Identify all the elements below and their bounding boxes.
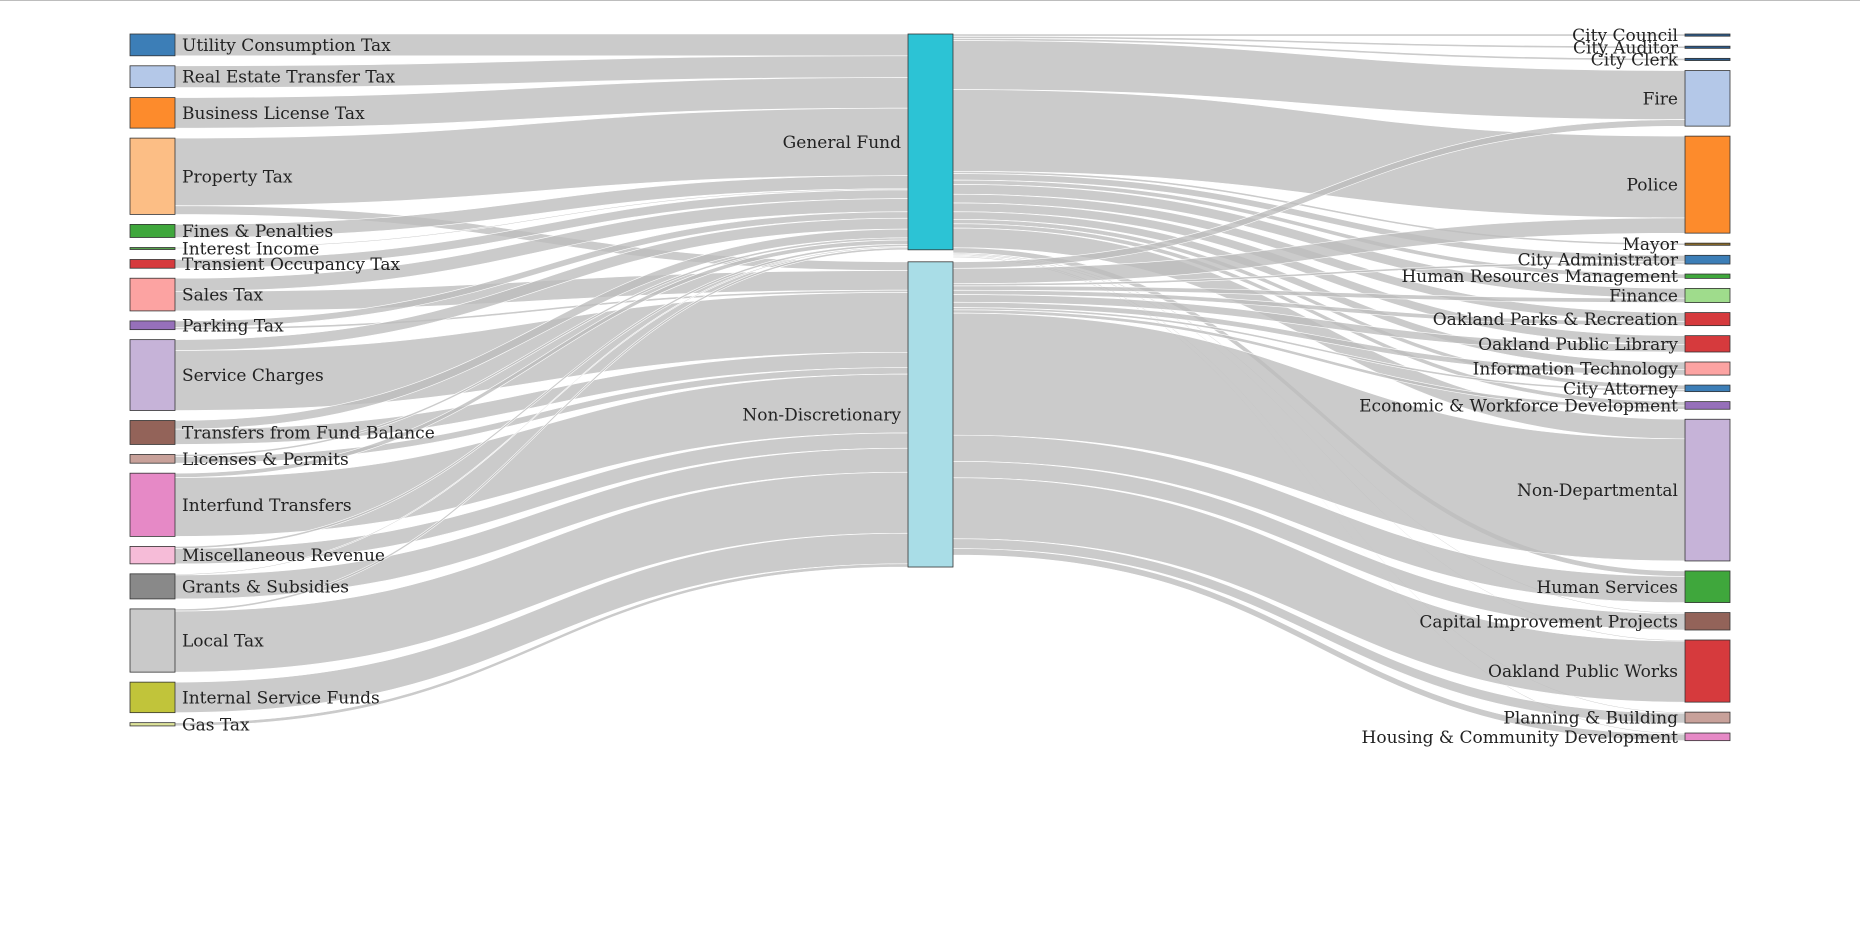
fund-general-fund-label: General Fund xyxy=(783,133,901,153)
source-local-tax-label: Local Tax xyxy=(182,632,264,652)
source-service-charges-label: Service Charges xyxy=(182,366,324,386)
target-planning-and-building-label: Planning & Building xyxy=(1503,709,1678,729)
target-police-label: Police xyxy=(1627,176,1678,196)
source-miscellaneous-revenue-node[interactable] xyxy=(129,546,176,565)
sankey-nodes: Utility Consumption Tax Real Estate Trans… xyxy=(129,26,1731,748)
target-finance-label: Finance xyxy=(1609,286,1678,306)
target-oakland-parks-and-recreation-label: Oakland Parks & Recreation xyxy=(1433,310,1678,330)
source-parking-tax-label: Parking Tax xyxy=(182,316,284,336)
source-interest-income-label: Interest Income xyxy=(182,240,319,260)
source-business-license-tax-node[interactable] xyxy=(129,97,176,129)
target-non-departmental-node[interactable] xyxy=(1684,418,1731,562)
source-business-license-tax-label: Business License Tax xyxy=(182,104,365,124)
target-finance-node[interactable] xyxy=(1684,287,1731,303)
target-mayor-node[interactable] xyxy=(1684,242,1731,246)
source-fines-and-penalties-node[interactable] xyxy=(129,224,176,238)
fund-general-fund-node[interactable] xyxy=(907,33,954,251)
target-city-council-label: City Council xyxy=(1572,26,1678,46)
source-fines-and-penalties-label: Fines & Penalties xyxy=(182,222,333,242)
target-housing-and-community-development-node[interactable] xyxy=(1684,732,1731,742)
target-information-technology-label: Information Technology xyxy=(1473,360,1679,380)
target-city-clerk-node[interactable] xyxy=(1684,57,1731,61)
target-human-resources-management-label: Human Resources Management xyxy=(1401,267,1678,287)
source-internal-service-funds-label: Internal Service Funds xyxy=(182,688,380,708)
target-city-administrator-node[interactable] xyxy=(1684,254,1731,265)
target-city-clerk-label: City Clerk xyxy=(1591,50,1679,70)
top-border xyxy=(0,0,1860,1)
source-interfund-transfers-label: Interfund Transfers xyxy=(182,496,352,516)
source-interest-income-node[interactable] xyxy=(129,247,176,250)
source-local-tax-node[interactable] xyxy=(129,608,176,673)
target-city-council-node[interactable] xyxy=(1684,33,1731,37)
target-non-departmental-label: Non-Departmental xyxy=(1517,481,1678,501)
source-sales-tax-node[interactable] xyxy=(129,277,176,312)
source-utility-consumption-tax-node[interactable] xyxy=(129,33,176,57)
source-sales-tax-label: Sales Tax xyxy=(182,286,264,306)
target-fire-node[interactable] xyxy=(1684,70,1731,127)
source-property-tax-node[interactable] xyxy=(129,137,176,215)
source-internal-service-funds-node[interactable] xyxy=(129,681,176,714)
target-capital-improvement-projects-label: Capital Improvement Projects xyxy=(1419,612,1678,632)
source-real-estate-transfer-tax-node[interactable] xyxy=(129,65,176,89)
fund-non-discretionary-node[interactable] xyxy=(907,261,954,568)
source-licenses-and-permits-node[interactable] xyxy=(129,454,176,464)
target-human-services-label: Human Services xyxy=(1536,578,1678,598)
target-economic-and-workforce-development-label: Economic & Workforce Development xyxy=(1359,396,1678,416)
target-housing-and-community-development-label: Housing & Community Development xyxy=(1362,728,1679,748)
source-grants-and-subsidies-label: Grants & Subsidies xyxy=(182,577,349,597)
target-human-resources-management-node[interactable] xyxy=(1684,273,1731,279)
source-miscellaneous-revenue-label: Miscellaneous Revenue xyxy=(182,546,385,566)
target-information-technology-node[interactable] xyxy=(1684,361,1731,376)
fund-non-discretionary-label: Non-Discretionary xyxy=(742,405,901,425)
target-oakland-public-library-label: Oakland Public Library xyxy=(1478,335,1678,355)
source-transfers-from-fund-balance-node[interactable] xyxy=(129,420,176,445)
target-city-auditor-node[interactable] xyxy=(1684,45,1731,49)
target-city-attorney-label: City Attorney xyxy=(1563,379,1678,399)
target-oakland-public-works-label: Oakland Public Works xyxy=(1488,662,1678,682)
target-planning-and-building-node[interactable] xyxy=(1684,711,1731,724)
source-licenses-and-permits-label: Licenses & Permits xyxy=(182,450,349,470)
target-fire-label: Fire xyxy=(1643,89,1678,109)
target-police-node[interactable] xyxy=(1684,135,1731,234)
source-real-estate-transfer-tax-label: Real Estate Transfer Tax xyxy=(182,68,396,88)
source-grants-and-subsidies-node[interactable] xyxy=(129,573,176,600)
target-oakland-public-library-node[interactable] xyxy=(1684,335,1731,353)
source-interfund-transfers-node[interactable] xyxy=(129,472,176,537)
target-oakland-public-works-node[interactable] xyxy=(1684,639,1731,703)
target-city-administrator-label: City Administrator xyxy=(1518,251,1679,271)
source-gas-tax-node[interactable] xyxy=(129,722,176,727)
source-transient-occupancy-tax-label: Transient Occupancy Tax xyxy=(182,255,401,275)
target-oakland-parks-and-recreation-node[interactable] xyxy=(1684,312,1731,327)
source-transfers-from-fund-balance-label: Transfers from Fund Balance xyxy=(182,423,435,443)
source-parking-tax-node[interactable] xyxy=(129,320,176,331)
target-city-attorney-node[interactable] xyxy=(1684,384,1731,393)
target-mayor-label: Mayor xyxy=(1622,235,1678,255)
source-transient-occupancy-tax-node[interactable] xyxy=(129,259,176,269)
source-property-tax-label: Property Tax xyxy=(182,167,293,187)
source-service-charges-node[interactable] xyxy=(129,339,176,411)
sankey-links xyxy=(174,33,1686,741)
source-utility-consumption-tax-label: Utility Consumption Tax xyxy=(182,36,391,56)
target-capital-improvement-projects-node[interactable] xyxy=(1684,612,1731,631)
target-human-services-node[interactable] xyxy=(1684,570,1731,603)
target-city-auditor-label: City Auditor xyxy=(1573,38,1679,58)
source-gas-tax-label: Gas Tax xyxy=(182,715,250,735)
target-economic-and-workforce-development-node[interactable] xyxy=(1684,401,1731,410)
